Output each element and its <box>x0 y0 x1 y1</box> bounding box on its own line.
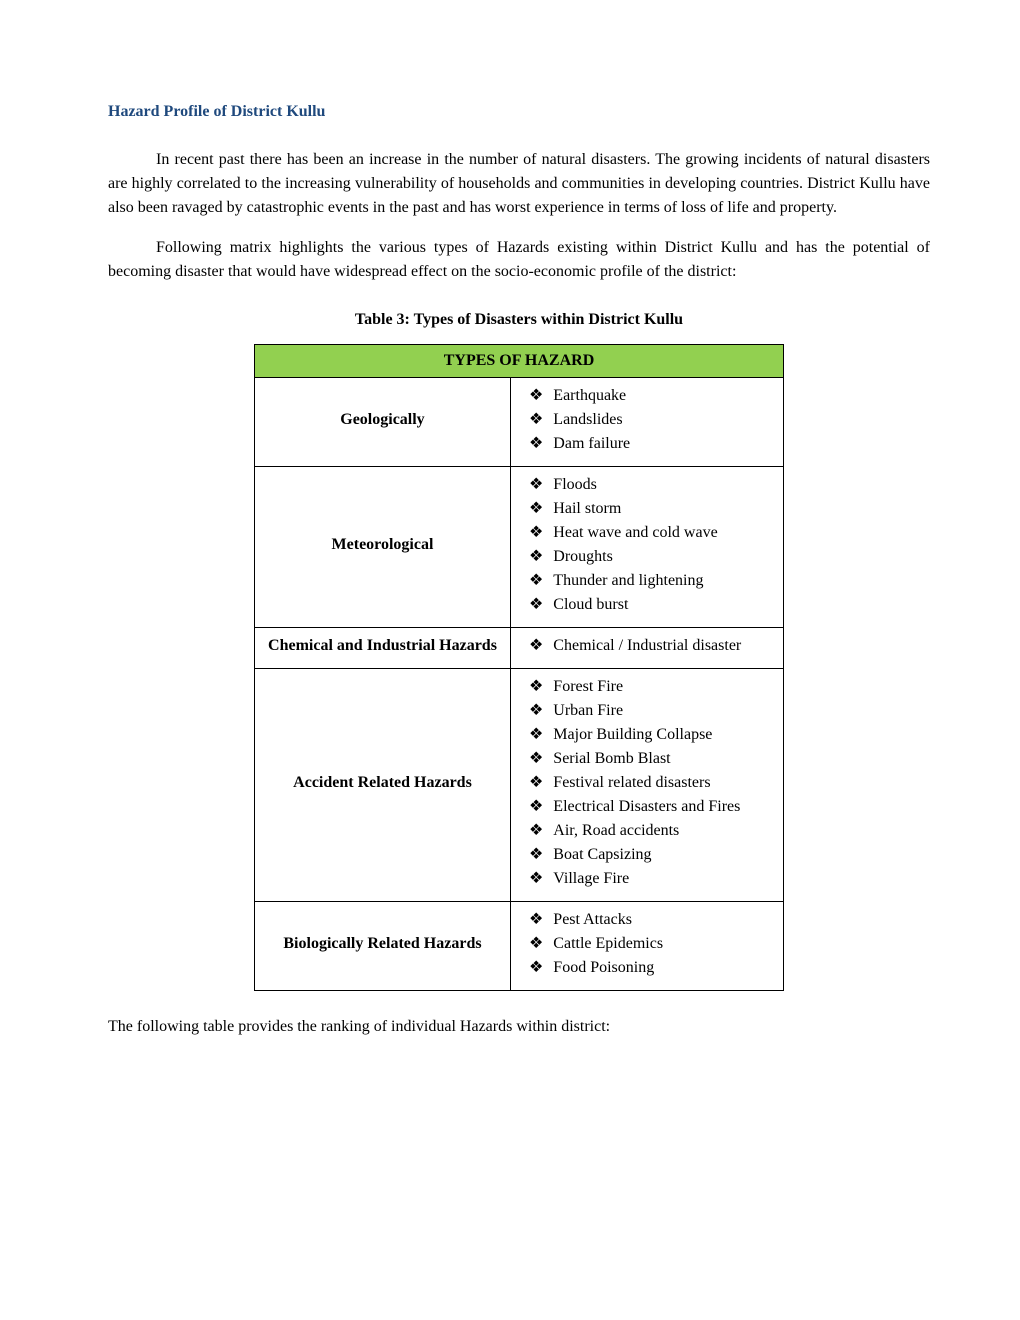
list-item: Air, Road accidents <box>523 819 771 843</box>
list-item: Electrical Disasters and Fires <box>523 795 771 819</box>
list-item: Dam failure <box>523 432 771 456</box>
list-item: Urban Fire <box>523 699 771 723</box>
list-item: Cattle Epidemics <box>523 932 771 956</box>
list-item: Hail storm <box>523 497 771 521</box>
table-body: Geologically Earthquake Landslides Dam f… <box>255 378 784 991</box>
list-item: Festival related disasters <box>523 771 771 795</box>
list-item: Forest Fire <box>523 675 771 699</box>
document-title: Hazard Profile of District Kullu <box>108 100 930 124</box>
list-item: Pest Attacks <box>523 908 771 932</box>
intro-paragraph-2: Following matrix highlights the various … <box>108 236 930 284</box>
list-item: Earthquake <box>523 384 771 408</box>
list-item: Thunder and lightening <box>523 569 771 593</box>
list-item: Landslides <box>523 408 771 432</box>
table-row: Chemical and Industrial Hazards Chemical… <box>255 628 784 669</box>
table-row: Meteorological Floods Hail storm Heat wa… <box>255 467 784 628</box>
category-cell: Geologically <box>255 378 511 467</box>
bullet-list: Chemical / Industrial disaster <box>523 634 771 658</box>
category-cell: Biologically Related Hazards <box>255 902 511 991</box>
list-item: Serial Bomb Blast <box>523 747 771 771</box>
list-item: Floods <box>523 473 771 497</box>
closing-paragraph: The following table provides the ranking… <box>108 1015 930 1039</box>
list-item: Major Building Collapse <box>523 723 771 747</box>
items-cell: Chemical / Industrial disaster <box>510 628 783 669</box>
category-cell: Accident Related Hazards <box>255 669 511 902</box>
intro-paragraph-1: In recent past there has been an increas… <box>108 148 930 220</box>
items-cell: Pest Attacks Cattle Epidemics Food Poiso… <box>510 902 783 991</box>
list-item: Boat Capsizing <box>523 843 771 867</box>
list-item: Food Poisoning <box>523 956 771 980</box>
table-caption: Table 3: Types of Disasters within Distr… <box>108 308 930 332</box>
list-item: Village Fire <box>523 867 771 891</box>
list-item: Cloud burst <box>523 593 771 617</box>
category-cell: Meteorological <box>255 467 511 628</box>
table-header: TYPES OF HAZARD <box>255 345 784 378</box>
items-cell: Earthquake Landslides Dam failure <box>510 378 783 467</box>
hazard-table: TYPES OF HAZARD Geologically Earthquake … <box>254 344 784 991</box>
table-row: Geologically Earthquake Landslides Dam f… <box>255 378 784 467</box>
category-cell: Chemical and Industrial Hazards <box>255 628 511 669</box>
list-item: Droughts <box>523 545 771 569</box>
bullet-list: Forest Fire Urban Fire Major Building Co… <box>523 675 771 891</box>
list-item: Chemical / Industrial disaster <box>523 634 771 658</box>
table-row: Biologically Related Hazards Pest Attack… <box>255 902 784 991</box>
list-item: Heat wave and cold wave <box>523 521 771 545</box>
items-cell: Floods Hail storm Heat wave and cold wav… <box>510 467 783 628</box>
bullet-list: Earthquake Landslides Dam failure <box>523 384 771 456</box>
items-cell: Forest Fire Urban Fire Major Building Co… <box>510 669 783 902</box>
table-row: Accident Related Hazards Forest Fire Urb… <box>255 669 784 902</box>
bullet-list: Floods Hail storm Heat wave and cold wav… <box>523 473 771 617</box>
bullet-list: Pest Attacks Cattle Epidemics Food Poiso… <box>523 908 771 980</box>
